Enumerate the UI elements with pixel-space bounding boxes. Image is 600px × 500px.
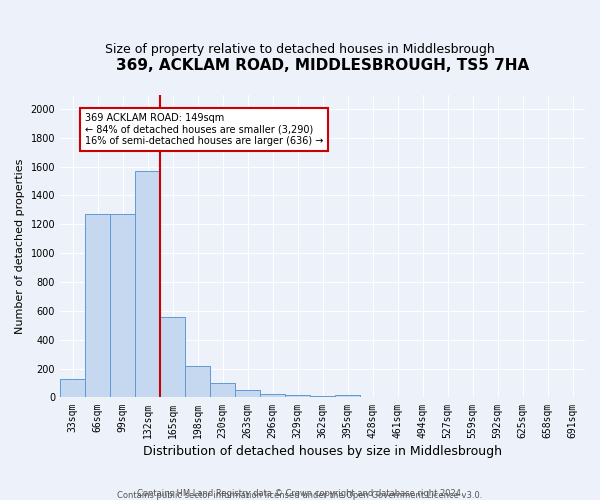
Text: Contains HM Land Registry data © Crown copyright and database right 2024.: Contains HM Land Registry data © Crown c… <box>137 488 463 498</box>
X-axis label: Distribution of detached houses by size in Middlesbrough: Distribution of detached houses by size … <box>143 444 502 458</box>
Bar <box>335 394 360 398</box>
Bar <box>360 396 385 398</box>
Bar <box>285 396 310 398</box>
Bar <box>185 366 210 398</box>
Title: 369, ACKLAM ROAD, MIDDLESBROUGH, TS5 7HA: 369, ACKLAM ROAD, MIDDLESBROUGH, TS5 7HA <box>116 58 529 72</box>
Text: 369 ACKLAM ROAD: 149sqm
← 84% of detached houses are smaller (3,290)
16% of semi: 369 ACKLAM ROAD: 149sqm ← 84% of detache… <box>85 114 323 146</box>
Bar <box>110 214 135 398</box>
Bar <box>235 390 260 398</box>
Bar <box>60 378 85 398</box>
Y-axis label: Number of detached properties: Number of detached properties <box>15 158 25 334</box>
Text: Contains public sector information licensed under the Open Government Licence v3: Contains public sector information licen… <box>118 491 482 500</box>
Bar <box>85 214 110 398</box>
Bar <box>160 316 185 398</box>
Text: Size of property relative to detached houses in Middlesbrough: Size of property relative to detached ho… <box>105 42 495 56</box>
Bar <box>310 396 335 398</box>
Bar <box>260 394 285 398</box>
Bar <box>135 171 160 398</box>
Bar <box>210 383 235 398</box>
